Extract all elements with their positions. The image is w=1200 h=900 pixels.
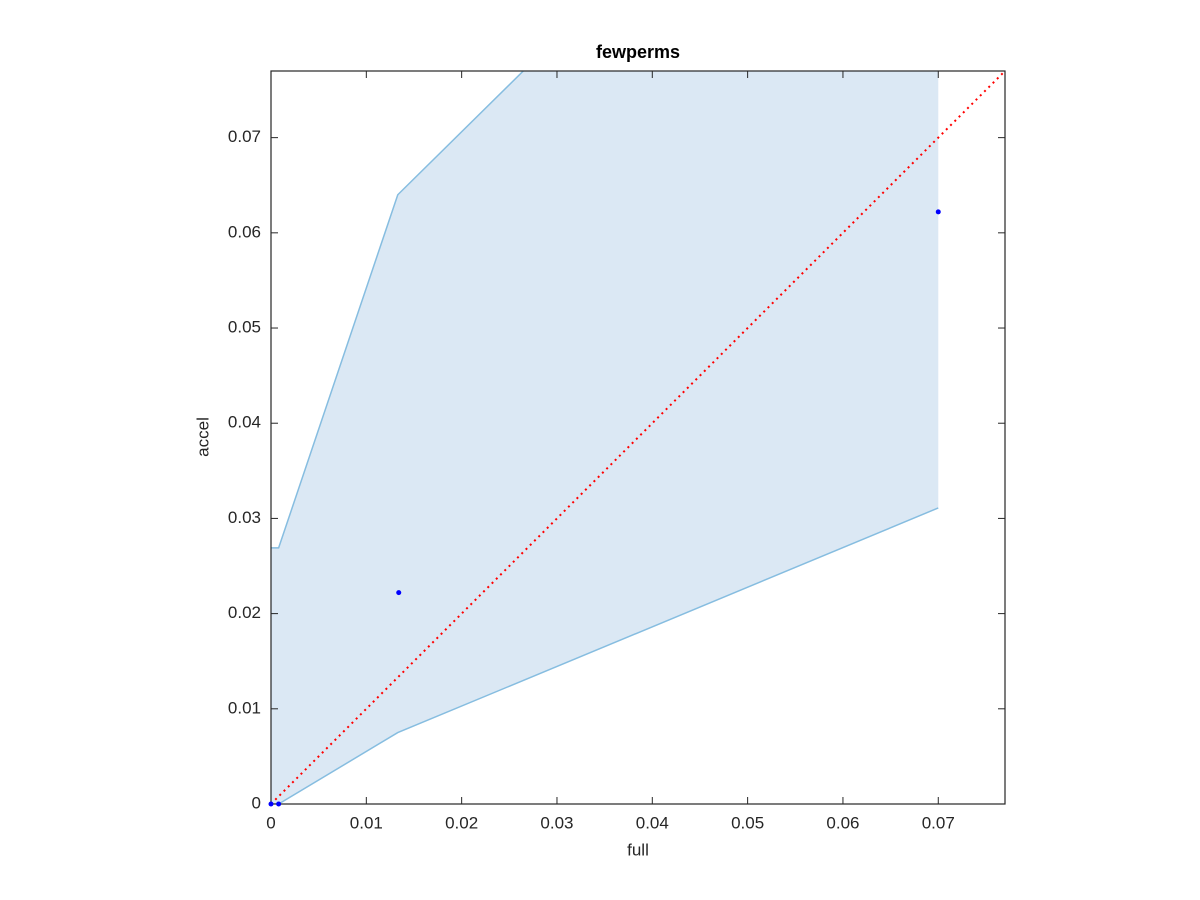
y-axis-label: accel — [193, 417, 212, 457]
x-tick-label: 0.03 — [540, 813, 573, 832]
x-tick-label: 0.05 — [731, 813, 764, 832]
x-tick-label: 0.02 — [445, 813, 478, 832]
x-tick-label: 0.01 — [350, 813, 383, 832]
point — [276, 801, 282, 807]
y-tick-label: 0.06 — [228, 222, 261, 241]
y-tick-label: 0 — [252, 793, 261, 812]
plot-area — [271, 71, 1005, 804]
chart-title: fewperms — [596, 42, 680, 62]
x-tick-label: 0.04 — [636, 813, 669, 832]
y-tick-label: 0.07 — [228, 127, 261, 146]
axes: 0 0.01 0.02 0.03 0.04 0.05 0.06 0.07 0 0.01 0.02 0.… — [228, 70, 1006, 832]
band-upper-edge — [271, 71, 525, 549]
band-area — [271, 71, 939, 804]
y-tick-label: 0.01 — [228, 698, 261, 717]
y-tick-label: 0.02 — [228, 603, 261, 622]
x-tick-label: 0.06 — [826, 813, 859, 832]
x-tick-label: 0.07 — [922, 813, 955, 832]
x-tick-label: 0 — [266, 813, 275, 832]
point — [268, 801, 274, 807]
y-tick-label: 0.04 — [228, 413, 261, 432]
point — [935, 209, 941, 215]
band-lower-edge — [271, 507, 939, 804]
axes-box — [270, 70, 1006, 805]
x-axis-label: full — [627, 840, 649, 859]
y-tick-label: 0.05 — [228, 318, 261, 337]
point — [396, 590, 402, 596]
reference-line — [271, 71, 1005, 804]
y-tick-label: 0.03 — [228, 508, 261, 527]
